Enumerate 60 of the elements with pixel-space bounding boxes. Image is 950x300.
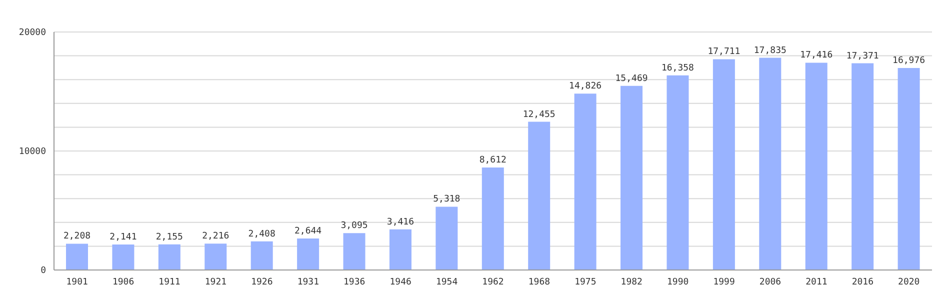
data-label: 2,155 <box>156 232 183 242</box>
x-tick-label: 1931 <box>297 277 319 288</box>
x-tick-label: 1921 <box>204 277 227 288</box>
x-tick-label: 1990 <box>667 277 689 288</box>
data-label: 3,416 <box>386 217 414 228</box>
x-tick-label: 1962 <box>482 277 504 288</box>
x-tick-label: 1911 <box>158 277 180 288</box>
data-label: 17,711 <box>708 47 740 58</box>
x-tick-label: 1999 <box>713 277 735 288</box>
x-tick-label: 2016 <box>852 277 874 288</box>
x-tick-label: 2020 <box>898 277 920 288</box>
x-tick-label: 1901 <box>66 277 88 288</box>
data-label: 2,141 <box>110 232 137 243</box>
bar <box>712 59 735 270</box>
bar <box>528 122 550 270</box>
bar <box>158 244 180 270</box>
bar <box>666 75 689 270</box>
data-label: 16,976 <box>892 56 926 66</box>
x-tick-label: 1906 <box>112 277 134 288</box>
data-label: 17,371 <box>846 51 879 62</box>
data-label: 8,612 <box>479 156 506 166</box>
x-tick-label: 1936 <box>344 277 366 288</box>
data-label: 2,644 <box>294 226 322 237</box>
bar <box>620 86 643 270</box>
bar <box>389 229 412 270</box>
bar <box>482 168 504 270</box>
x-tick-label: 1975 <box>574 277 596 288</box>
x-tick-label: 2011 <box>806 277 828 288</box>
data-label: 17,416 <box>800 50 833 61</box>
x-tick-label: 1926 <box>251 277 273 288</box>
x-tick-label: 1946 <box>390 277 412 288</box>
data-label: 15,469 <box>615 74 648 84</box>
y-tick-label: 10000 <box>18 147 46 158</box>
bar <box>250 241 273 270</box>
bar <box>759 58 782 270</box>
bar <box>343 233 366 270</box>
bar <box>204 244 227 270</box>
bar <box>297 238 320 270</box>
data-label: 14,826 <box>569 82 602 92</box>
bar <box>66 244 88 270</box>
y-tick-label: 0 <box>40 266 46 276</box>
data-label: 16,358 <box>661 63 694 74</box>
data-label: 2,216 <box>202 232 230 242</box>
data-label: 3,095 <box>340 221 368 232</box>
data-label: 5,318 <box>433 194 460 205</box>
x-tick-label: 1968 <box>528 277 550 288</box>
y-tick-label: 20000 <box>18 28 46 38</box>
x-tick-label: 2006 <box>759 277 782 288</box>
data-label: 12,455 <box>522 110 556 120</box>
bar <box>112 244 134 270</box>
data-label: 2,208 <box>63 232 91 242</box>
bar <box>898 68 920 270</box>
bar <box>574 94 596 270</box>
data-label: 17,835 <box>754 46 786 56</box>
data-label: 2,408 <box>248 229 276 240</box>
x-tick-label: 1982 <box>620 277 642 288</box>
bar <box>852 63 874 270</box>
bar <box>436 206 458 270</box>
bar <box>805 62 828 270</box>
x-tick-label: 1954 <box>436 277 458 288</box>
